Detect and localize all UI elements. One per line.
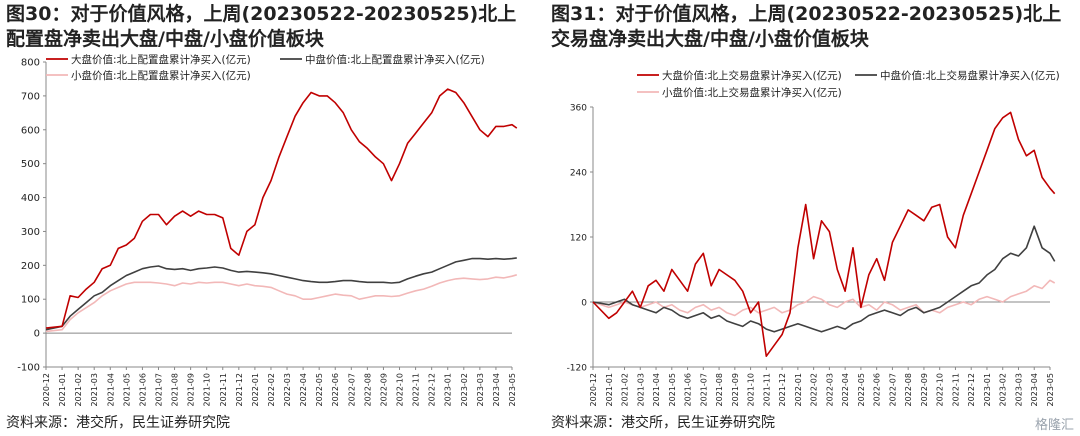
x-tick-label: 2020-12 [42,373,51,406]
chart-title: 图31：对于价值风格，上周(20230522-20230525)北上交易盘净卖出… [551,3,1062,50]
x-tick-label: 2021-04 [106,373,115,406]
x-tick-label: 2021-08 [715,373,724,406]
x-tick-label: 2022-08 [363,373,372,406]
series-line-mid [45,257,517,331]
y-tick-label: 300 [21,227,40,238]
x-tick-label: 2021-08 [171,373,180,406]
series-line-mid [592,225,1056,333]
x-tick-label: 2022-04 [841,373,850,406]
x-tick-label: 2023-02 [460,373,469,406]
chart-panel-31: 图31：对于价值风格，上周(20230522-20230525)北上交易盘净卖出… [545,0,1080,436]
x-tick-label: 2022-05 [857,373,866,406]
y-tick-label: 0 [581,299,587,309]
legend-label-small: 小盘价值:北上配置盘累计净买入(亿元) [71,69,251,82]
x-tick-label: 2020-12 [589,373,598,406]
x-tick-label: 2021-04 [652,373,661,406]
x-tick-label: 2023-05 [1046,373,1055,406]
x-tick-label: 2021-01 [58,373,67,406]
line-chart-30: -100 0 100 200 300 400 500 600 700 800 2020-12 2021… [17,53,518,406]
y-tick-label: -120 [567,364,588,374]
x-tick-label: 2021-07 [699,373,708,406]
y-tick-label: -100 [17,363,40,374]
y-tick-label: 200 [21,261,40,272]
x-tick-label: 2021-02 [621,373,630,406]
x-tick-label: 2021-02 [74,373,83,406]
series-line-large [592,111,1056,357]
x-tick-label: 2021-10 [747,373,756,406]
x-tick-label: 2022-04 [299,373,308,406]
x-tick-label: 2021-10 [203,373,212,406]
series-line-large [45,88,518,329]
x-tick-label: 2023-04 [492,373,501,406]
x-tick-label: 2022-07 [347,373,356,406]
chart-title: 图30：对于价值风格，上周(20230522-20230525)北上配置盘净卖出… [6,3,517,50]
watermark-logo: 格隆汇 [1034,418,1074,433]
x-tick-label: 2022-09 [379,373,388,406]
y-tick-label: 400 [21,193,40,204]
x-tick-label: 2021-09 [731,373,740,406]
x-tick-label: 2022-08 [904,373,913,406]
y-tick-label: 600 [21,125,40,136]
x-tick-label: 2022-06 [331,373,340,406]
x-tick-label: 2023-01 [444,373,453,406]
x-tick-label: 2021-11 [762,373,771,406]
x-tick-label: 2023-03 [476,373,485,406]
x-tick-label: 2022-01 [794,373,803,406]
x-tick-label: 2022-09 [920,373,929,406]
x-tick-label: 2021-12 [235,373,244,406]
legend-label-small: 小盘价值:北上交易盘累计净买入(亿元) [662,86,842,99]
x-tick-label: 2021-06 [684,373,693,406]
legend-label-large: 大盘价值:北上配置盘累计净买入(亿元) [71,53,251,66]
x-tick-label: 2022-12 [428,373,437,406]
y-tick-label: 0 [34,329,40,340]
x-tick-label: 2022-05 [315,373,324,406]
x-tick-label: 2023-01 [983,373,992,406]
x-tick-label: 2022-02 [267,373,276,406]
x-tick-label: 2021-03 [90,373,99,406]
y-tick-label: 100 [21,295,40,306]
x-tick-label: 2022-12 [967,373,976,406]
x-tick-label: 2021-05 [122,373,131,406]
y-tick-label: 500 [21,159,40,170]
x-tick-label: 2021-01 [605,373,614,406]
x-tick-label: 2022-07 [888,373,897,406]
x-tick-label: 2021-03 [636,373,645,406]
x-tick-label: 2021-09 [187,373,196,406]
x-tick-label: 2022-03 [283,373,292,406]
x-tick-label: 2022-11 [412,373,421,406]
x-tick-label: 2023-03 [1014,373,1023,406]
x-tick-label: 2022-01 [251,373,260,406]
y-tick-label: 800 [21,58,40,69]
series-line-small [45,274,518,333]
line-chart-31: -120 0 120 240 360 2020-12 2021-01 2021-02 2021-… [567,69,1060,406]
x-tick-label: 2023-02 [999,373,1008,406]
x-tick-label: 2022-11 [951,373,960,406]
y-tick-label: 700 [21,91,40,102]
x-tick-label: 2021-06 [138,373,147,406]
y-tick-label: 240 [570,169,587,179]
x-tick-label: 2022-06 [873,373,882,406]
x-tick-label: 2023-05 [508,373,517,406]
legend-label-mid: 中盘价值:北上交易盘累计净买入(亿元) [880,69,1060,82]
legend-label-large: 大盘价值:北上交易盘累计净买入(亿元) [662,69,842,82]
y-tick-label: 360 [570,104,587,114]
chart-panel-30: 图30：对于价值风格，上周(20230522-20230525)北上配置盘净卖出… [0,0,535,436]
legend-label-mid: 中盘价值:北上配置盘累计净买入(亿元) [305,53,485,66]
x-tick-label: 2022-03 [825,373,834,406]
source-note: 资料来源：港交所，民生证券研究院 [551,415,775,431]
x-tick-label: 2022-02 [810,373,819,406]
x-tick-label: 2023-04 [1030,373,1039,406]
series-line-small [592,279,1056,317]
y-tick-label: 120 [570,234,587,244]
x-tick-label: 2022-10 [396,373,405,406]
x-tick-label: 2021-11 [219,373,228,406]
source-note: 资料来源：港交所，民生证券研究院 [6,415,230,431]
x-tick-label: 2021-12 [778,373,787,406]
x-tick-label: 2021-07 [154,373,163,406]
x-tick-label: 2021-05 [668,373,677,406]
x-tick-label: 2022-10 [936,373,945,406]
